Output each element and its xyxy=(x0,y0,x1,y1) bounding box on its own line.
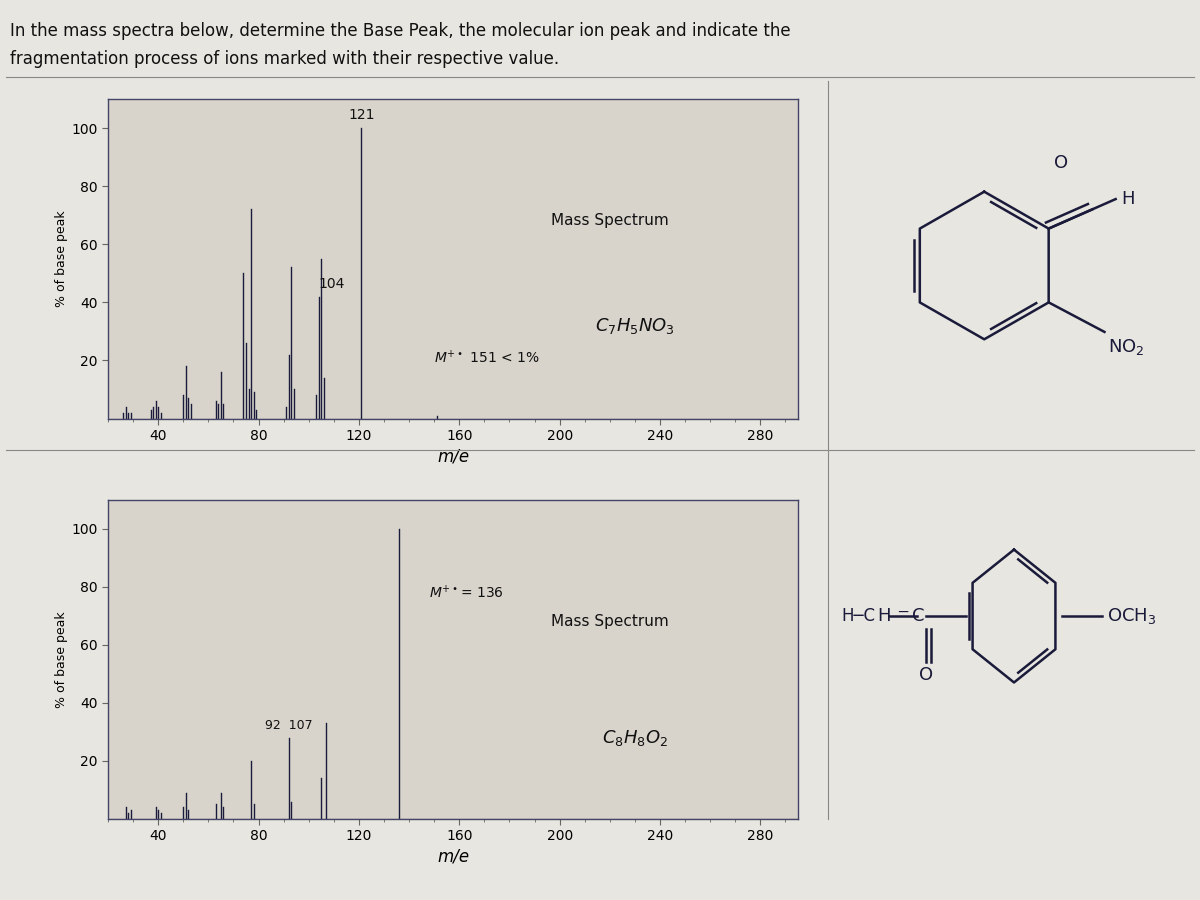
Text: 121: 121 xyxy=(348,108,374,122)
Text: $C_8H_8O_2$: $C_8H_8O_2$ xyxy=(602,728,668,748)
Text: ─: ─ xyxy=(898,605,907,620)
Text: Mass Spectrum: Mass Spectrum xyxy=(551,213,668,229)
Text: $M^{+\bullet}$ 151 < 1%: $M^{+\bullet}$ 151 < 1% xyxy=(434,349,540,366)
Text: In the mass spectra below, determine the Base Peak, the molecular ion peak and i: In the mass spectra below, determine the… xyxy=(10,22,791,40)
Text: NO$_2$: NO$_2$ xyxy=(1108,338,1145,357)
Y-axis label: % of base peak: % of base peak xyxy=(55,211,68,307)
Text: fragmentation process of ions marked with their respective value.: fragmentation process of ions marked wit… xyxy=(10,50,559,68)
Text: H─C: H─C xyxy=(842,607,876,625)
Text: 104: 104 xyxy=(319,276,346,291)
Y-axis label: % of base peak: % of base peak xyxy=(55,611,68,707)
Text: H: H xyxy=(1121,190,1135,208)
Text: 92  107: 92 107 xyxy=(265,719,312,732)
X-axis label: m/e: m/e xyxy=(437,848,469,866)
Text: O: O xyxy=(1054,154,1068,172)
Text: Mass Spectrum: Mass Spectrum xyxy=(551,614,668,629)
Text: C: C xyxy=(912,607,924,625)
Text: H: H xyxy=(877,607,890,625)
Text: $M^{+\bullet}$= 136: $M^{+\bullet}$= 136 xyxy=(430,584,504,601)
Text: $C_7H_5NO_3$: $C_7H_5NO_3$ xyxy=(595,316,674,336)
Text: OCH$_3$: OCH$_3$ xyxy=(1108,606,1157,626)
Text: O: O xyxy=(919,666,934,684)
X-axis label: m/e: m/e xyxy=(437,447,469,465)
